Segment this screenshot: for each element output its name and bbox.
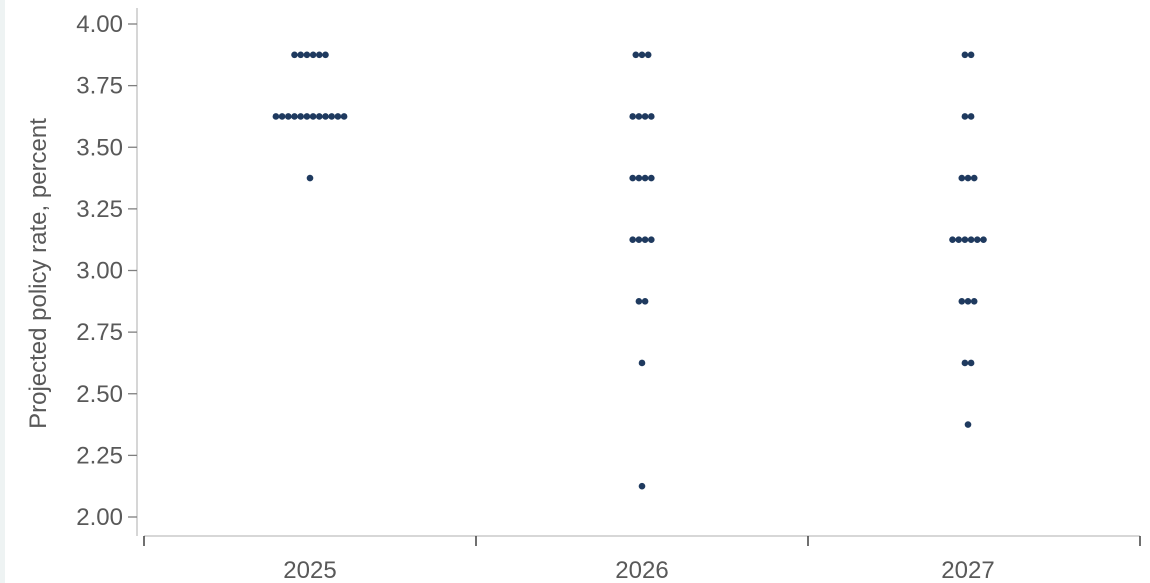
dot-2025 [322,51,329,59]
dot-2027 [961,236,969,243]
dot-2025 [297,113,305,120]
y-tick-label: 2.50 [76,381,123,408]
dot-2027 [967,236,975,243]
dot-2026 [641,113,649,120]
dot-2027 [961,51,969,59]
dot-2026 [644,51,652,59]
y-tick-label: 3.00 [76,258,123,285]
dot-2027 [967,51,975,59]
dot-2027 [961,359,969,367]
y-tick-label: 2.75 [76,319,123,346]
dot-2027 [980,236,987,243]
dot-2026 [648,113,655,120]
dot-2027 [955,236,962,243]
dot-2027 [967,359,975,367]
dot-2026 [641,236,649,243]
dot-2026 [632,51,640,59]
dot-2026 [629,236,636,243]
dot-2026 [635,174,643,182]
dot-2027 [970,174,978,182]
y-tick-label: 4.00 [76,11,123,38]
dot-2027 [958,174,966,182]
dot-2026 [635,113,643,120]
dot-2025 [285,113,292,120]
x-tick-label: 2026 [615,557,668,583]
dot-2026 [638,359,646,367]
y-tick-label: 2.00 [76,504,123,531]
dot-2026 [635,236,643,243]
dot-2027 [949,236,956,243]
dot-2026 [638,482,646,490]
y-tick-label: 3.50 [76,134,123,161]
dot-2027 [970,298,978,305]
left-margin-strip [0,0,5,583]
dot-2025 [272,113,280,120]
dot-2026 [641,174,649,182]
x-tick-label: 2025 [283,557,336,583]
dot-2025 [340,113,348,120]
y-tick-label: 3.75 [76,73,123,100]
x-tick-label: 2027 [941,557,994,583]
dots-layer [272,51,987,490]
dot-2025 [316,51,323,59]
dot-2026 [641,298,649,305]
dot-2027 [958,298,966,305]
dot-2026 [629,113,636,120]
dot-2026 [629,174,636,182]
dot-2025 [303,51,311,59]
dot-2027 [964,298,972,305]
dot-2027 [964,174,972,182]
y-tick-label: 3.25 [76,196,123,223]
dot-2025 [334,113,342,120]
dot-2026 [648,174,655,182]
y-axis-title: Projected policy rate, percent [25,118,52,429]
dot-2025 [309,51,317,59]
dot-2025 [306,174,314,182]
y-axis: 2.00 2.25 2.50 2.75 3.00 3.25 3.50 3.75 4.00 [76,8,138,536]
y-tick-label: 2.25 [76,442,123,469]
dot-2025 [291,51,298,59]
dot-2027 [967,113,975,120]
dot-2025 [278,113,286,120]
dot-2026 [648,236,655,243]
dot-2025 [291,113,298,120]
dot-2025 [322,113,329,120]
x-axis: 2025 2026 2027 [143,535,1141,583]
dot-2025 [303,113,311,120]
dot-2027 [961,113,969,120]
dot-2026 [638,51,646,59]
dot-2025 [309,113,317,120]
dot-2027 [964,421,972,428]
dot-2025 [328,113,336,120]
dot-2026 [635,298,643,305]
dot-2027 [974,236,981,243]
dot-2025 [316,113,323,120]
dot-2025 [297,51,305,59]
